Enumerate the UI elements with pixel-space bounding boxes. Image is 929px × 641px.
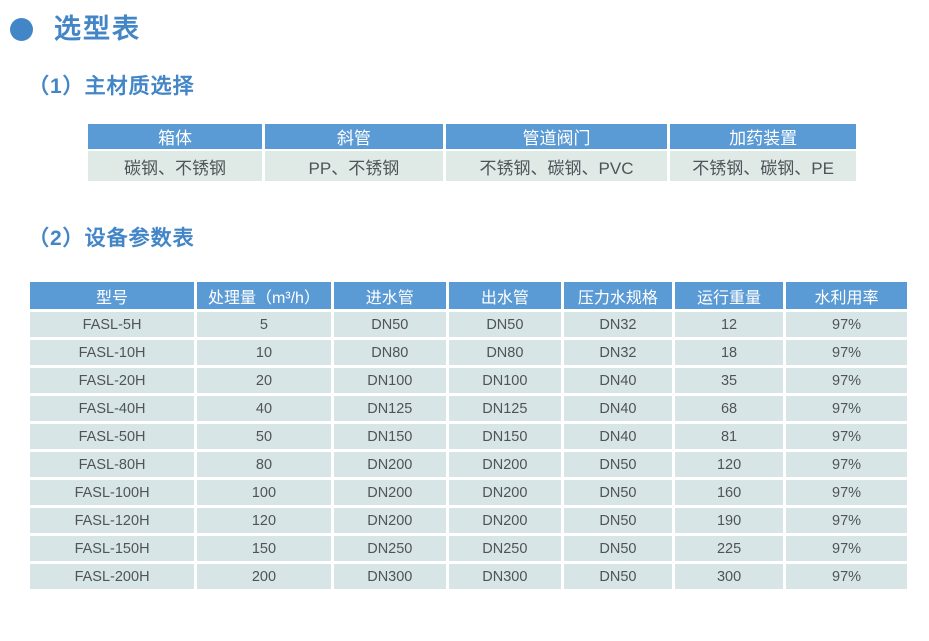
param-cell: DN200 xyxy=(333,480,446,505)
param-cell: DN50 xyxy=(563,564,672,589)
param-cell: 5 xyxy=(197,312,331,337)
param-cell: 80 xyxy=(197,452,331,477)
param-col-header: 出水管 xyxy=(448,282,561,309)
section-1-heading: （1）主材质选择 xyxy=(28,75,195,98)
material-col-header: 管道阀门 xyxy=(445,124,668,149)
param-cell: 120 xyxy=(197,508,331,533)
param-cell: 35 xyxy=(674,368,784,393)
param-cell: DN50 xyxy=(563,536,672,561)
material-selection-table: 箱体 斜管 管道阀门 加药装置碳钢、不锈钢 PP、不锈钢 不锈钢、碳钢、PVC 不锈钢、碳钢… xyxy=(88,124,856,181)
param-cell: DN40 xyxy=(563,396,672,421)
param-cell: 68 xyxy=(674,396,784,421)
param-cell: DN80 xyxy=(333,340,446,365)
material-cell: 不锈钢、碳钢、PVC xyxy=(445,151,668,181)
param-cell: 10 xyxy=(197,340,331,365)
param-cell: FASL-150H xyxy=(30,536,195,561)
material-col-header: 加药装置 xyxy=(670,124,856,149)
param-cell: 97% xyxy=(786,368,907,393)
param-cell: DN100 xyxy=(333,368,446,393)
param-cell: DN125 xyxy=(333,396,446,421)
param-col-header: 运行重量 xyxy=(674,282,784,309)
param-cell: DN250 xyxy=(333,536,446,561)
param-cell: 150 xyxy=(197,536,331,561)
param-cell: FASL-50H xyxy=(30,424,195,449)
material-col-header: 箱体 xyxy=(88,124,262,149)
param-cell: FASL-40H xyxy=(30,396,195,421)
param-cell: FASL-120H xyxy=(30,508,195,533)
param-cell: FASL-20H xyxy=(30,368,195,393)
param-cell: DN50 xyxy=(563,508,672,533)
param-cell: 97% xyxy=(786,312,907,337)
param-cell: DN300 xyxy=(333,564,446,589)
param-cell: 100 xyxy=(197,480,331,505)
param-cell: 97% xyxy=(786,396,907,421)
param-cell: DN200 xyxy=(448,508,561,533)
param-cell: 97% xyxy=(786,508,907,533)
param-cell: 50 xyxy=(197,424,331,449)
param-cell: DN40 xyxy=(563,424,672,449)
param-cell: DN250 xyxy=(448,536,561,561)
param-cell: DN100 xyxy=(448,368,561,393)
param-col-header: 进水管 xyxy=(333,282,446,309)
param-cell: DN150 xyxy=(448,424,561,449)
page-title: 选型表 xyxy=(54,14,141,44)
param-cell: 40 xyxy=(197,396,331,421)
param-col-header: 压力水规格 xyxy=(563,282,672,309)
param-cell: 120 xyxy=(674,452,784,477)
param-cell: FASL-80H xyxy=(30,452,195,477)
param-cell: 20 xyxy=(197,368,331,393)
param-cell: DN125 xyxy=(448,396,561,421)
param-col-header: 型号 xyxy=(30,282,195,309)
section-2-heading: （2）设备参数表 xyxy=(28,227,195,250)
param-cell: DN32 xyxy=(563,312,672,337)
param-cell: DN200 xyxy=(333,452,446,477)
param-cell: 18 xyxy=(674,340,784,365)
param-cell: FASL-200H xyxy=(30,564,195,589)
param-cell: 12 xyxy=(674,312,784,337)
param-cell: 160 xyxy=(674,480,784,505)
material-cell: PP、不锈钢 xyxy=(264,151,443,181)
param-cell: 300 xyxy=(674,564,784,589)
equipment-params-table: 型号 处理量（m³/h） 进水管 出水管 压力水规格 运行重量 水利用率 FASL-5H 5 DN… xyxy=(30,282,907,589)
param-cell: DN200 xyxy=(333,508,446,533)
param-cell: 225 xyxy=(674,536,784,561)
param-cell: DN50 xyxy=(333,312,446,337)
param-col-header: 水利用率 xyxy=(786,282,907,309)
param-cell: 81 xyxy=(674,424,784,449)
param-cell: 97% xyxy=(786,452,907,477)
param-cell: DN50 xyxy=(563,480,672,505)
page-title-bar: 选型表 xyxy=(10,16,141,43)
param-cell: 97% xyxy=(786,480,907,505)
param-cell: 97% xyxy=(786,564,907,589)
material-cell: 不锈钢、碳钢、PE xyxy=(670,151,856,181)
param-cell: 190 xyxy=(674,508,784,533)
param-cell: 200 xyxy=(197,564,331,589)
param-cell: DN50 xyxy=(563,452,672,477)
param-col-header: 处理量（m³/h） xyxy=(197,282,331,309)
param-cell: DN150 xyxy=(333,424,446,449)
param-cell: DN32 xyxy=(563,340,672,365)
material-col-header: 斜管 xyxy=(264,124,443,149)
param-cell: DN80 xyxy=(448,340,561,365)
param-cell: DN200 xyxy=(448,480,561,505)
param-cell: 97% xyxy=(786,424,907,449)
param-cell: FASL-100H xyxy=(30,480,195,505)
param-cell: DN200 xyxy=(448,452,561,477)
material-cell: 碳钢、不锈钢 xyxy=(88,151,262,181)
param-cell: 97% xyxy=(786,536,907,561)
param-cell: 97% xyxy=(786,340,907,365)
param-cell: DN50 xyxy=(448,312,561,337)
bullet-icon xyxy=(10,18,33,41)
param-cell: FASL-10H xyxy=(30,340,195,365)
param-cell: DN40 xyxy=(563,368,672,393)
param-cell: FASL-5H xyxy=(30,312,195,337)
param-cell: DN300 xyxy=(448,564,561,589)
